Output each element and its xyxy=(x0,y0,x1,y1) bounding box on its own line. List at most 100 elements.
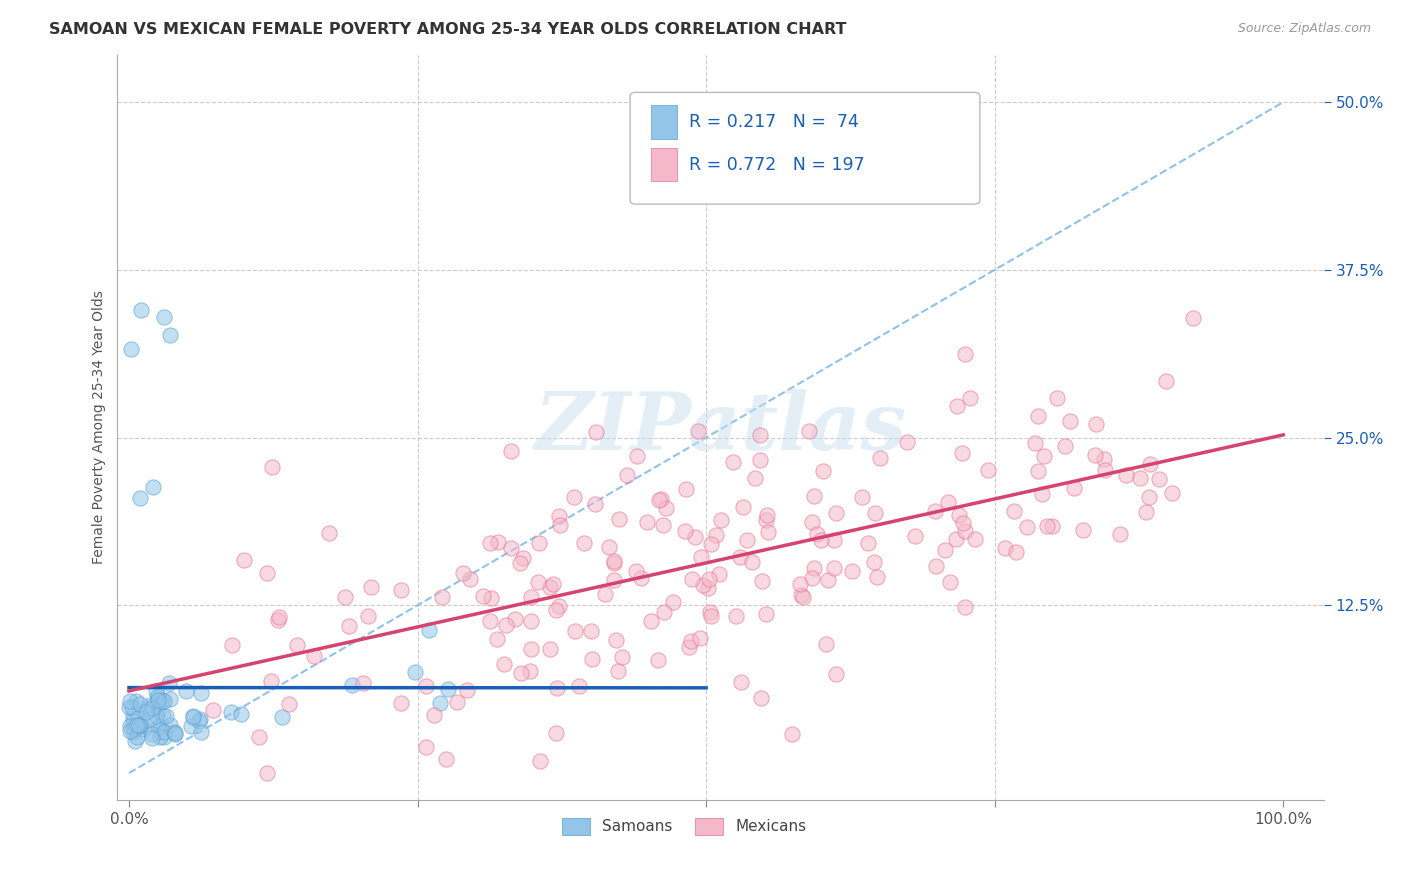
Point xyxy=(1085,417,1108,432)
Point xyxy=(142,480,165,494)
Point xyxy=(125,694,148,708)
Point xyxy=(1115,468,1137,483)
Point xyxy=(1004,545,1026,559)
Point xyxy=(792,590,814,604)
Point xyxy=(548,509,571,524)
Point xyxy=(603,556,626,570)
Point xyxy=(509,556,531,570)
Point xyxy=(688,424,710,438)
Point xyxy=(799,424,821,438)
Point xyxy=(256,566,278,580)
Point xyxy=(271,710,294,724)
Point xyxy=(149,724,172,739)
Point xyxy=(689,632,711,646)
Point xyxy=(699,573,721,587)
Point xyxy=(681,573,703,587)
Point xyxy=(754,513,776,527)
Point xyxy=(934,542,956,557)
Point xyxy=(1182,310,1205,325)
Point xyxy=(141,727,163,741)
Point xyxy=(603,574,626,588)
Point xyxy=(418,624,440,638)
Point xyxy=(700,608,723,623)
Point xyxy=(953,599,976,614)
Point xyxy=(269,609,291,624)
Point xyxy=(648,493,671,508)
Point xyxy=(955,524,977,538)
Point xyxy=(472,589,495,603)
Point xyxy=(181,708,204,723)
Point xyxy=(825,506,848,520)
Point xyxy=(825,666,848,681)
Point xyxy=(1026,409,1049,424)
Point xyxy=(120,343,142,357)
Point xyxy=(118,693,141,707)
Point xyxy=(1094,463,1116,477)
Point xyxy=(866,570,889,584)
Point xyxy=(1154,374,1177,388)
Point xyxy=(977,462,1000,476)
Point xyxy=(896,434,918,449)
Point xyxy=(741,556,763,570)
Point xyxy=(138,712,160,726)
Point xyxy=(128,719,150,733)
Point xyxy=(994,541,1017,555)
Y-axis label: Female Poverty Among 25-34 Year Olds: Female Poverty Among 25-34 Year Olds xyxy=(93,291,107,565)
Point xyxy=(501,541,523,555)
Point xyxy=(148,689,170,703)
Point xyxy=(181,709,204,723)
Point xyxy=(925,559,948,574)
Point xyxy=(509,666,531,681)
Point xyxy=(132,722,155,736)
Point xyxy=(152,694,174,708)
Point xyxy=(1046,391,1069,405)
Point xyxy=(519,642,541,657)
Point xyxy=(730,675,752,690)
Point xyxy=(129,719,152,733)
Point xyxy=(730,549,752,564)
Point xyxy=(165,727,187,741)
FancyBboxPatch shape xyxy=(630,93,980,204)
Point xyxy=(149,719,172,733)
Point xyxy=(159,691,181,706)
Point xyxy=(692,578,714,592)
Point xyxy=(486,535,509,549)
Point xyxy=(1073,523,1095,537)
Point xyxy=(423,707,446,722)
Point xyxy=(546,602,568,616)
Point xyxy=(681,634,703,648)
Point xyxy=(610,649,633,664)
Point xyxy=(650,491,672,506)
Point xyxy=(856,536,879,550)
Point xyxy=(125,721,148,735)
Point xyxy=(704,527,727,541)
Point xyxy=(122,709,145,723)
Point xyxy=(479,614,502,628)
Point xyxy=(945,532,967,546)
Point xyxy=(755,607,778,621)
Point xyxy=(153,310,176,324)
Point xyxy=(598,540,620,554)
Point xyxy=(1024,435,1046,450)
Point xyxy=(585,425,607,440)
Point xyxy=(903,529,925,543)
Point xyxy=(675,482,697,496)
Point xyxy=(432,591,454,605)
Point xyxy=(755,508,778,522)
Point xyxy=(707,567,730,582)
Point xyxy=(744,471,766,485)
Point xyxy=(640,614,662,628)
Point xyxy=(1135,505,1157,519)
Point xyxy=(128,697,150,711)
Point xyxy=(946,399,969,413)
Point xyxy=(749,690,772,705)
Point xyxy=(690,549,713,564)
Point xyxy=(678,640,700,655)
Point xyxy=(148,704,170,718)
Point xyxy=(159,328,181,343)
Point xyxy=(605,633,627,648)
Point xyxy=(810,533,832,547)
Point xyxy=(924,504,946,518)
Point xyxy=(953,346,976,360)
Point xyxy=(458,572,481,586)
